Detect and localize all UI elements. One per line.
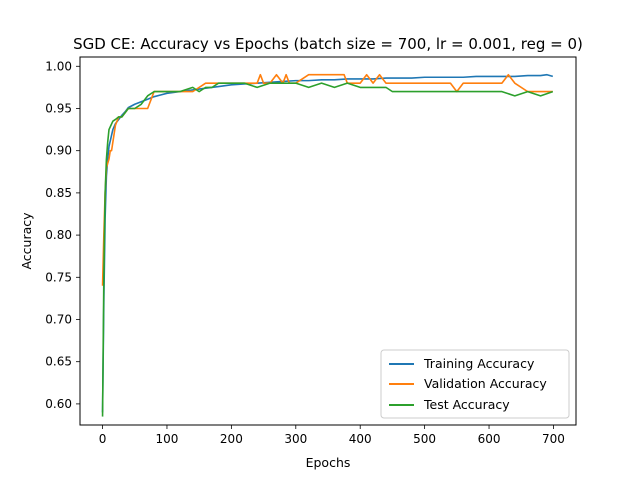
x-axis-ticks: 0 100 200 300 400 500 600 700: [99, 425, 565, 446]
legend: Training Accuracy Validation Accuracy Te…: [380, 349, 570, 419]
chart-title: SGD CE: Accuracy vs Epochs (batch size =…: [73, 35, 583, 53]
x-tick-label: 500: [413, 432, 436, 446]
plot-frame: [79, 56, 577, 426]
y-tick-label: 0.95: [45, 101, 72, 115]
x-tick-label: 100: [156, 432, 179, 446]
y-tick-label: 1.00: [45, 59, 72, 73]
y-tick-label: 0.80: [45, 228, 72, 242]
x-tick-label: 200: [220, 432, 243, 446]
y-tick-label: 0.65: [45, 355, 72, 369]
x-tick-label: 400: [349, 432, 372, 446]
x-tick-label: 700: [542, 432, 565, 446]
x-tick-label: 300: [284, 432, 307, 446]
y-tick-label: 0.75: [45, 270, 72, 284]
legend-box: [380, 349, 570, 419]
x-axis-label: Epochs: [306, 455, 351, 470]
y-axis-label: Accuracy: [19, 212, 34, 270]
legend-label-training: Training Accuracy: [423, 356, 535, 371]
y-tick-label: 0.90: [45, 144, 72, 158]
y-tick-label: 0.70: [45, 312, 72, 326]
legend-label-validation: Validation Accuracy: [424, 376, 547, 391]
series-layer: [101, 73, 554, 417]
y-tick-label: 0.85: [45, 186, 72, 200]
x-tick-label: 600: [478, 432, 501, 446]
legend-label-test: Test Accuracy: [423, 397, 510, 412]
x-tick-label: 0: [99, 432, 107, 446]
test-accuracy-line: [101, 82, 554, 417]
y-tick-label: 0.60: [45, 397, 72, 411]
y-axis-ticks: 0.60 0.65 0.70 0.75 0.80 0.85 0.90 0.95 1.00: [45, 59, 80, 411]
